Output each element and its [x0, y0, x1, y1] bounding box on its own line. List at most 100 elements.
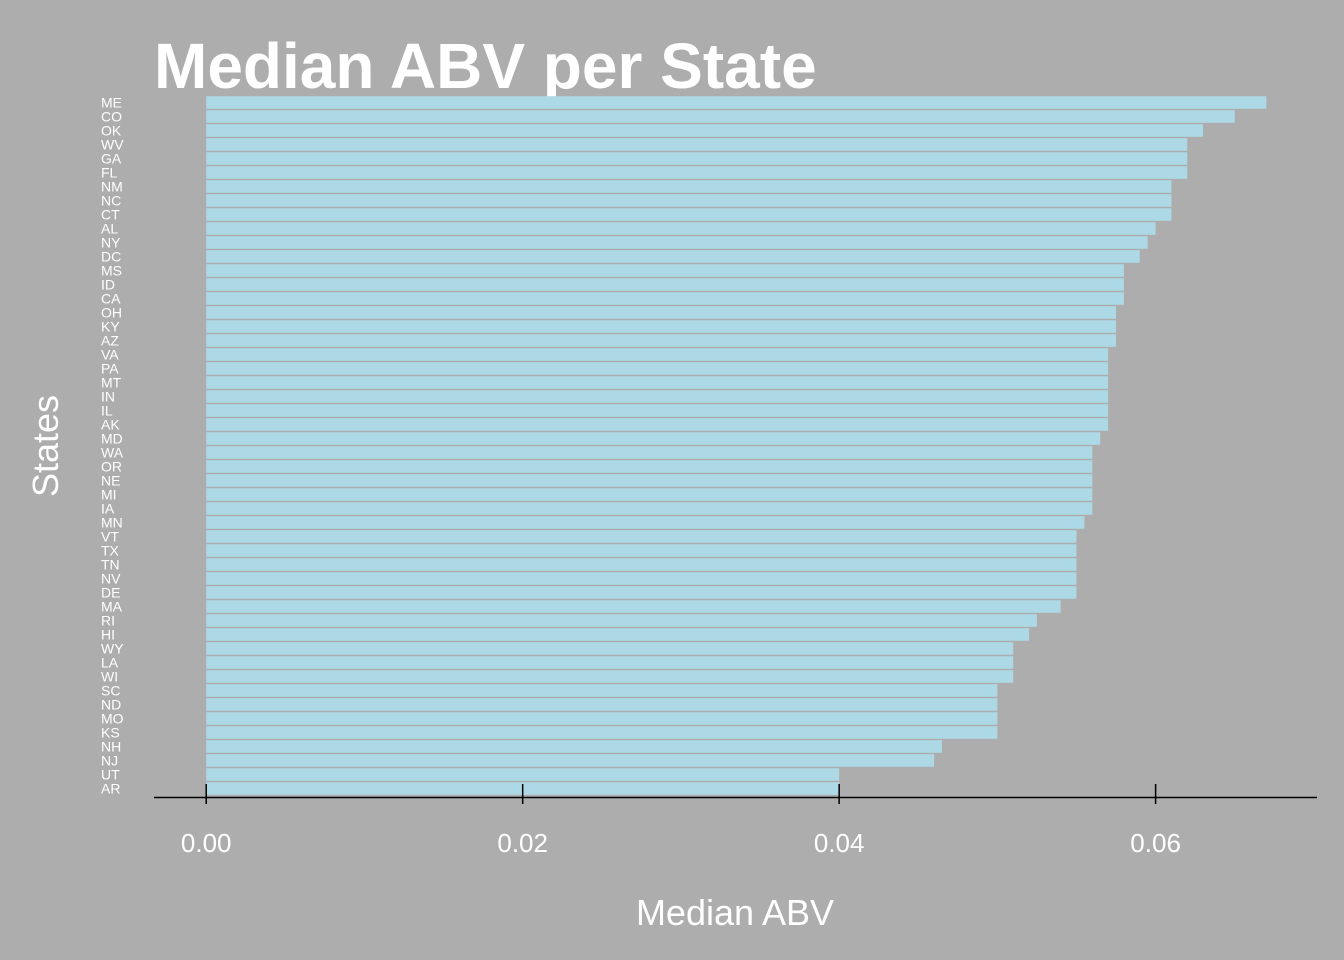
bar-ut	[206, 768, 840, 781]
x-axis-title: Median ABV	[636, 892, 834, 933]
bar-hi	[206, 628, 1030, 641]
category-label-ak: AK	[101, 417, 120, 433]
category-label-il: IL	[101, 403, 113, 419]
category-label-ia: IA	[101, 501, 115, 517]
category-label-ny: NY	[101, 235, 121, 251]
x-tick-label: 0.00	[181, 828, 232, 858]
category-label-or: OR	[101, 459, 122, 475]
bar-ct	[206, 208, 1172, 221]
x-tick-label: 0.04	[814, 828, 865, 858]
category-label-va: VA	[101, 347, 119, 363]
bar-al	[206, 222, 1156, 235]
bar-ia	[206, 502, 1093, 515]
y-axis-title: States	[25, 395, 66, 497]
bar-tx	[206, 544, 1077, 557]
bar-vt	[206, 530, 1077, 543]
bar-ak	[206, 418, 1109, 431]
bar-in	[206, 390, 1109, 403]
category-label-mi: MI	[101, 487, 117, 503]
bar-md	[206, 432, 1101, 445]
category-label-dc: DC	[101, 249, 121, 265]
category-label-hi: HI	[101, 627, 115, 643]
bar-oh	[206, 306, 1117, 319]
bar-ny	[206, 236, 1148, 249]
category-label-wy: WY	[101, 641, 124, 657]
category-label-ct: CT	[101, 207, 120, 223]
bar-ky	[206, 320, 1117, 333]
bar-ma	[206, 600, 1061, 613]
bar-ok	[206, 124, 1204, 137]
category-labels: MECOOKWVGAFLNMNCCTALNYDCMSIDCAOHKYAZVAPA…	[101, 95, 124, 797]
category-label-nm: NM	[101, 179, 123, 195]
bar-mn	[206, 516, 1085, 529]
bar-ri	[206, 614, 1037, 627]
bar-dc	[206, 250, 1140, 263]
category-label-md: MD	[101, 431, 123, 447]
category-label-ne: NE	[101, 473, 120, 489]
category-label-ma: MA	[101, 599, 123, 615]
x-tick-label: 0.06	[1130, 828, 1181, 858]
bar-sc	[206, 684, 998, 697]
category-label-me: ME	[101, 95, 122, 111]
category-label-ar: AR	[101, 781, 120, 797]
bar-or	[206, 460, 1093, 473]
category-label-de: DE	[101, 585, 120, 601]
bar-la	[206, 656, 1014, 669]
category-label-nj: NJ	[101, 753, 118, 769]
bar-az	[206, 334, 1117, 347]
category-label-ky: KY	[101, 319, 120, 335]
category-label-ca: CA	[101, 291, 121, 307]
category-label-mn: MN	[101, 515, 123, 531]
category-label-nc: NC	[101, 193, 121, 209]
category-label-fl: FL	[101, 165, 118, 181]
bar-id	[206, 278, 1124, 291]
category-label-nh: NH	[101, 739, 121, 755]
x-tick-label: 0.02	[497, 828, 548, 858]
category-label-ut: UT	[101, 767, 120, 783]
category-label-al: AL	[101, 221, 118, 237]
category-label-ms: MS	[101, 263, 122, 279]
bar-ms	[206, 264, 1124, 277]
bar-nj	[206, 754, 935, 767]
category-label-wi: WI	[101, 669, 118, 685]
bar-nv	[206, 572, 1077, 585]
bar-mt	[206, 376, 1109, 389]
bar-me	[206, 96, 1267, 109]
bar-il	[206, 404, 1109, 417]
category-label-ks: KS	[101, 725, 120, 741]
category-label-tx: TX	[101, 543, 120, 559]
bar-wa	[206, 446, 1093, 459]
category-label-la: LA	[101, 655, 119, 671]
bar-ca	[206, 292, 1124, 305]
bar-ks	[206, 726, 998, 739]
bar-nm	[206, 180, 1172, 193]
bar-pa	[206, 362, 1109, 375]
bar-nd	[206, 698, 998, 711]
bar-wy	[206, 642, 1014, 655]
x-axis-ticks: 0.00 0.02 0.04 0.06	[181, 784, 1181, 858]
category-label-nv: NV	[101, 571, 121, 587]
category-label-wa: WA	[101, 445, 124, 461]
bar-nc	[206, 194, 1172, 207]
category-label-az: AZ	[101, 333, 119, 349]
bar-co	[206, 110, 1235, 123]
category-label-sc: SC	[101, 683, 120, 699]
chart-title: Median ABV per State	[154, 30, 817, 102]
category-label-ok: OK	[101, 123, 122, 139]
bar-mo	[206, 712, 998, 725]
category-label-oh: OH	[101, 305, 122, 321]
category-label-ga: GA	[101, 151, 122, 167]
category-label-vt: VT	[101, 529, 119, 545]
category-label-co: CO	[101, 109, 122, 125]
category-label-nd: ND	[101, 697, 121, 713]
bar-va	[206, 348, 1109, 361]
bar-fl	[206, 166, 1188, 179]
category-label-mo: MO	[101, 711, 124, 727]
category-label-pa: PA	[101, 361, 119, 377]
category-label-tn: TN	[101, 557, 120, 573]
bar-nh	[206, 740, 942, 753]
category-label-in: IN	[101, 389, 115, 405]
bar-de	[206, 586, 1077, 599]
category-label-wv: WV	[101, 137, 124, 153]
